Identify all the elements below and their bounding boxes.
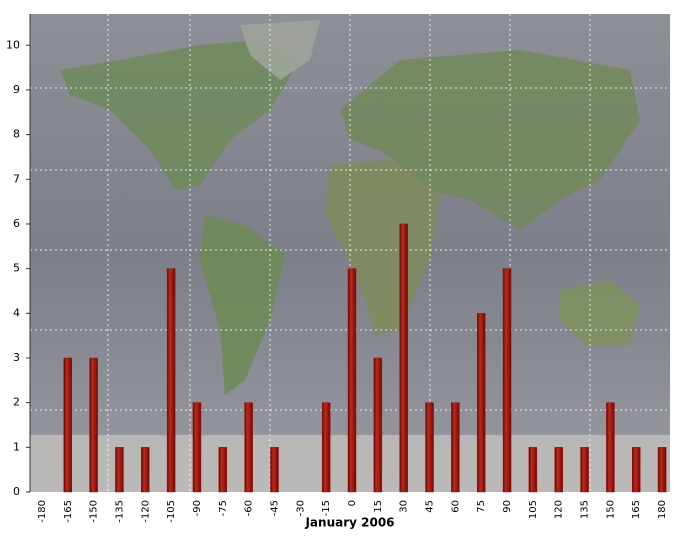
bar [166, 268, 176, 493]
x-tick-label: -180 [37, 500, 48, 523]
x-tick-label: 90 [502, 500, 513, 513]
bar [347, 268, 357, 493]
x-tick-label: 150 [605, 500, 616, 519]
bar [115, 447, 124, 493]
x-tick-label: -135 [114, 500, 125, 523]
x-tick-label: 165 [631, 500, 642, 519]
x-tick-label: 60 [450, 500, 461, 513]
y-tick-label: 1 [13, 440, 20, 453]
bar [218, 447, 228, 493]
bar [373, 357, 383, 493]
bar [451, 402, 460, 493]
x-tick-label: 75 [476, 500, 487, 513]
y-tick-label: 4 [13, 306, 20, 319]
bar [476, 313, 486, 493]
x-axis-title: January 2006 [304, 516, 394, 530]
y-tick-label: 10 [6, 38, 20, 51]
x-tick-label: -15 [321, 500, 332, 516]
bar [244, 402, 253, 493]
bar [63, 357, 73, 493]
x-tick-label: 30 [399, 500, 410, 513]
bar [554, 447, 563, 493]
x-tick-label: 120 [554, 500, 565, 519]
x-tick-label: -90 [192, 500, 203, 516]
y-tick-label: 3 [13, 351, 20, 364]
x-tick-label: 105 [528, 500, 539, 519]
y-tick-label: 6 [13, 217, 20, 230]
bar [141, 447, 150, 493]
x-tick-label: -165 [63, 500, 74, 523]
y-tick-label: 7 [13, 172, 20, 185]
x-tick-label: -150 [89, 500, 100, 523]
y-tick-label: 9 [13, 83, 20, 96]
bar [270, 447, 279, 493]
bar [528, 447, 538, 493]
bar [631, 447, 641, 493]
y-tick-label: 5 [13, 262, 20, 275]
bar [657, 447, 667, 493]
bar [192, 402, 202, 493]
bar [580, 447, 589, 493]
bar [502, 268, 512, 493]
x-tick-label: -60 [244, 500, 255, 516]
y-tick-label: 0 [13, 485, 20, 498]
y-tick-label: 2 [13, 396, 20, 409]
x-tick-label: 45 [425, 500, 436, 513]
x-tick-label: -75 [218, 500, 229, 516]
bar [425, 402, 434, 493]
x-tick-label: 135 [580, 500, 591, 519]
bar [321, 402, 331, 493]
x-tick-label: -105 [166, 500, 177, 523]
x-tick-label: 15 [373, 500, 384, 513]
y-tick-label: 8 [13, 128, 20, 141]
x-tick-label: 180 [657, 500, 668, 519]
bar [606, 402, 615, 493]
bar [399, 223, 408, 493]
x-tick-label: -30 [295, 500, 306, 516]
x-tick-label: -120 [140, 500, 151, 523]
x-tick-label: 0 [347, 500, 358, 506]
bar [89, 357, 98, 493]
x-tick-label: -45 [269, 500, 280, 516]
